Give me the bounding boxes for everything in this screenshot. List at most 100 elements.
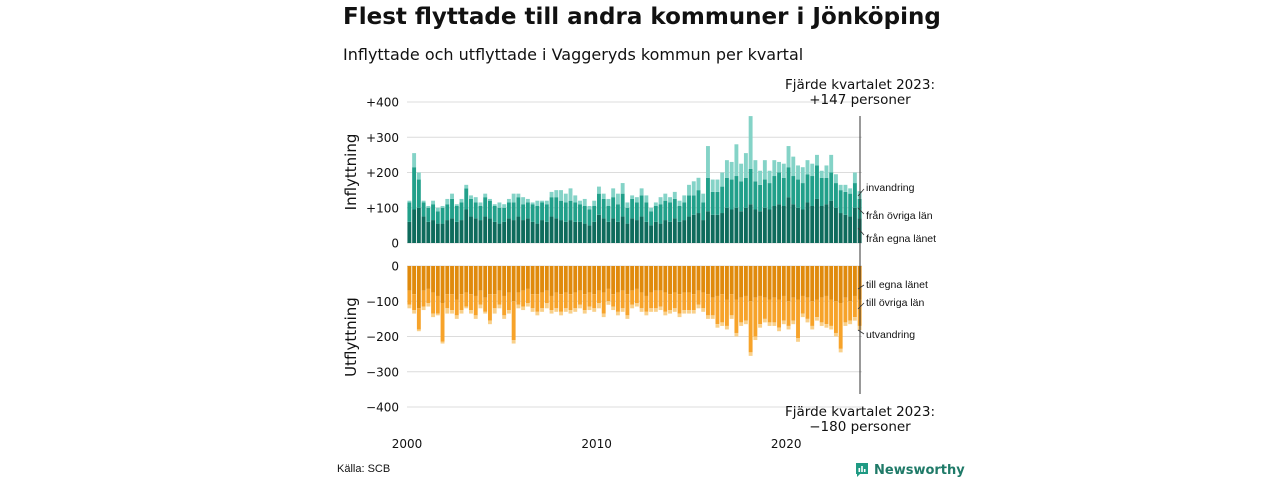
y-tick-label: 0 bbox=[391, 260, 399, 274]
y-tick-label: +100 bbox=[366, 201, 399, 215]
bar-segment-inflow bbox=[421, 216, 426, 243]
newsworthy-logo: Newsworthy bbox=[855, 462, 965, 478]
bar-segment-inflow bbox=[720, 186, 725, 214]
bar-segment-outflow bbox=[762, 266, 767, 298]
series-labels: invandring från övriga län från egna län… bbox=[857, 182, 936, 341]
bar-segment-outflow bbox=[459, 294, 464, 311]
bar-segment-inflow bbox=[549, 197, 554, 217]
bar-segment-inflow bbox=[682, 220, 687, 243]
bar-segment-outflow bbox=[440, 341, 445, 344]
bar-segment-inflow bbox=[815, 165, 819, 199]
bar-segment-inflow bbox=[848, 188, 853, 194]
bar-segment-inflow bbox=[630, 198, 635, 219]
bar-segment-inflow bbox=[753, 209, 758, 243]
bar-segment-outflow bbox=[492, 294, 497, 309]
bar-segment-inflow bbox=[473, 197, 478, 203]
bar-segment-outflow bbox=[833, 332, 838, 337]
bar-segment-outflow bbox=[568, 294, 573, 311]
bar-segment-outflow bbox=[753, 336, 758, 341]
bar-segment-outflow bbox=[440, 266, 445, 304]
bar-segment-outflow bbox=[734, 299, 739, 333]
bar-segment-outflow bbox=[672, 308, 677, 312]
bar-segment-outflow bbox=[644, 295, 649, 312]
bar-segment-outflow bbox=[824, 266, 829, 296]
bar-segment-outflow bbox=[781, 295, 786, 321]
bar-segment-outflow bbox=[502, 266, 507, 296]
series-label-utvandring: utvandring bbox=[866, 329, 915, 341]
chart-title: Flest flyttade till andra kommuner i Jön… bbox=[343, 4, 941, 30]
y-tick-label: −400 bbox=[366, 401, 399, 415]
bar-segment-inflow bbox=[563, 202, 568, 222]
bar-segment-inflow bbox=[516, 193, 521, 198]
bar-segment-inflow bbox=[644, 195, 649, 203]
bar-segment-outflow bbox=[412, 294, 417, 311]
bar-segment-outflow bbox=[435, 295, 440, 314]
bar-segment-outflow bbox=[796, 338, 800, 342]
bar-segment-inflow bbox=[431, 220, 436, 243]
bar-segment-outflow bbox=[606, 288, 611, 302]
bar-segment-outflow bbox=[653, 266, 658, 291]
bar-segment-outflow bbox=[478, 304, 483, 309]
bar-segment-inflow bbox=[691, 214, 696, 243]
bar-segment-outflow bbox=[668, 294, 672, 311]
bar-segment-outflow bbox=[421, 290, 426, 307]
bar-segment-outflow bbox=[483, 297, 488, 312]
bar-segment-inflow bbox=[464, 184, 469, 189]
bar-segment-inflow bbox=[767, 170, 772, 184]
bar-segment-outflow bbox=[748, 352, 753, 356]
bar-segment-inflow bbox=[587, 225, 592, 244]
bar-segment-inflow bbox=[554, 218, 559, 243]
bar-segment-inflow bbox=[800, 209, 805, 243]
bar-segment-outflow bbox=[587, 306, 592, 311]
bar-segment-inflow bbox=[658, 197, 663, 205]
series-label-till-ovriga-lan: till övriga län bbox=[866, 297, 925, 309]
bar-segment-inflow bbox=[796, 165, 800, 180]
bar-segment-outflow bbox=[445, 266, 450, 295]
bar-segment-outflow bbox=[630, 304, 635, 309]
bar-segment-inflow bbox=[492, 221, 497, 243]
bar-segment-outflow bbox=[639, 308, 644, 312]
bar-segment-outflow bbox=[777, 299, 781, 328]
bar-segment-outflow bbox=[620, 308, 625, 312]
bar-segment-inflow bbox=[412, 153, 417, 168]
bar-segment-outflow bbox=[592, 266, 597, 295]
bar-segment-outflow bbox=[658, 266, 663, 291]
bar-segment-inflow bbox=[658, 223, 663, 243]
bar-segment-outflow bbox=[587, 266, 592, 293]
bar-segment-inflow bbox=[601, 198, 606, 219]
bar-segment-inflow bbox=[829, 200, 834, 243]
bar-segment-inflow bbox=[634, 220, 639, 243]
bar-segment-outflow bbox=[459, 310, 464, 314]
bar-segment-inflow bbox=[530, 204, 535, 222]
bar-segment-outflow bbox=[601, 292, 606, 314]
bar-segment-inflow bbox=[407, 200, 412, 203]
bar-segment-outflow bbox=[473, 266, 478, 296]
bar-segment-outflow bbox=[800, 295, 805, 314]
bar-segment-inflow bbox=[421, 200, 426, 203]
bar-segment-inflow bbox=[653, 205, 658, 222]
bar-segment-inflow bbox=[525, 202, 530, 219]
bar-segment-inflow bbox=[796, 207, 800, 243]
bar-segment-inflow bbox=[431, 204, 436, 221]
bar-segment-outflow bbox=[597, 290, 601, 304]
bar-segment-inflow bbox=[753, 181, 758, 210]
bar-segment-inflow bbox=[625, 207, 630, 224]
bar-segment-inflow bbox=[762, 160, 767, 180]
bar-segment-inflow bbox=[634, 202, 639, 221]
bar-segment-outflow bbox=[578, 266, 582, 291]
bar-segment-outflow bbox=[663, 311, 668, 316]
bar-segment-outflow bbox=[620, 266, 625, 291]
bar-segment-outflow bbox=[426, 288, 431, 304]
bar-segment-inflow bbox=[469, 198, 473, 217]
bar-segment-outflow bbox=[786, 266, 791, 302]
bar-segment-inflow bbox=[852, 207, 857, 243]
bar-segment-inflow bbox=[833, 183, 838, 208]
bar-segment-outflow bbox=[587, 292, 592, 307]
bar-segment-outflow bbox=[554, 292, 559, 309]
bar-segment-outflow bbox=[743, 320, 748, 325]
bar-segment-inflow bbox=[838, 190, 843, 214]
bar-segment-inflow bbox=[563, 193, 568, 203]
bar-segment-outflow bbox=[767, 266, 772, 300]
bar-segment-outflow bbox=[412, 266, 417, 295]
bar-segment-outflow bbox=[824, 295, 829, 325]
